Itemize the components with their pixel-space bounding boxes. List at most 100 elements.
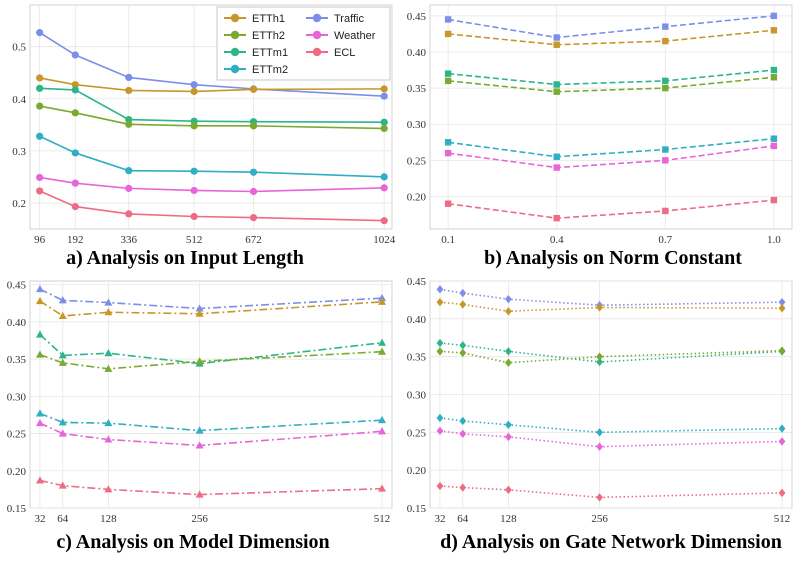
legend-label-ettm1: ETTm1 (252, 47, 288, 59)
data-point-weather (662, 157, 669, 164)
x-tick-label: 64 (457, 513, 469, 525)
data-point-ettm2 (444, 139, 452, 146)
data-point-ettm2 (778, 424, 786, 433)
data-point-traffic (436, 285, 444, 294)
panel-3: 0.15 0.20 0.25 0.30 0.35 0.40 0.45 32 64 128 256 51… (7, 280, 393, 553)
data-point-traffic (58, 296, 67, 304)
legend-swatch-marker (312, 30, 322, 40)
data-point-etth1 (504, 307, 512, 316)
data-point-traffic (504, 294, 512, 304)
series-line-ettm2 (447, 137, 774, 158)
data-point-ettm1 (662, 77, 669, 85)
data-point-ecl (58, 481, 67, 489)
series-line-etth1 (39, 300, 383, 317)
data-point-etth2 (662, 84, 669, 92)
y-tick-label: 0.15 (407, 503, 427, 515)
data-point-ettm1 (35, 330, 44, 338)
data-point-weather (195, 441, 204, 449)
y-tick-label: 0.15 (7, 503, 27, 515)
y-tick-label: 0.3 (12, 146, 26, 158)
x-tick-label: 672 (245, 234, 262, 246)
data-point-weather (380, 184, 388, 192)
y-tick-label: 0.40 (7, 317, 27, 329)
y-tick-label: 0.40 (407, 47, 427, 59)
y-tick-label: 0.35 (7, 354, 27, 366)
y-tick-label: 0.35 (407, 352, 427, 364)
data-point-etth1 (444, 30, 452, 38)
legend-label-ecl: ECL (334, 47, 355, 59)
data-point-traffic (378, 293, 387, 302)
data-point-ecl (35, 476, 44, 484)
x-tick-label: 512 (186, 234, 203, 246)
data-point-ettm2 (380, 173, 388, 181)
data-point-ettm2 (104, 418, 113, 427)
panel-caption: d) Analysis on Gate Network Dimension (440, 531, 782, 553)
data-point-ecl (504, 485, 512, 495)
panel-caption: b) Analysis on Norm Constant (484, 247, 742, 269)
data-point-ettm1 (770, 66, 778, 74)
data-point-etth2 (36, 102, 44, 110)
data-point-etth2 (444, 77, 452, 85)
series-line-etth1 (448, 29, 774, 46)
data-point-etth1 (104, 308, 113, 316)
y-tick-label: 0.30 (407, 119, 427, 131)
data-point-weather (436, 426, 444, 436)
data-point-traffic (380, 92, 388, 100)
legend-label-ettm2: ETTm2 (252, 64, 288, 76)
data-point-ettm1 (36, 84, 44, 92)
data-point-ecl (195, 490, 204, 498)
y-tick-label: 0.25 (407, 155, 427, 167)
series-line-traffic (447, 15, 774, 39)
series-line-ettm1 (39, 87, 385, 124)
panel-4: 0.15 0.20 0.25 0.30 0.35 0.40 0.45 32 64 128 256 51… (407, 276, 793, 553)
y-tick-label: 0.45 (407, 11, 427, 23)
panel-caption: a) Analysis on Input Length (66, 247, 304, 269)
series-line-etth1 (39, 77, 385, 93)
data-point-ettm2 (504, 420, 512, 429)
data-point-ecl (125, 210, 133, 218)
data-point-etth2 (104, 364, 113, 372)
data-point-ettm2 (71, 149, 79, 157)
legend-swatch-marker (312, 47, 322, 57)
data-point-ettm2 (36, 132, 44, 140)
x-tick-label: 128 (100, 513, 117, 525)
data-point-etth1 (662, 37, 669, 45)
legend-swatch-marker (312, 13, 322, 23)
legend-swatch-marker (230, 13, 240, 23)
data-point-etth1 (553, 41, 560, 48)
data-point-etth1 (459, 300, 467, 309)
data-point-etth2 (380, 124, 388, 133)
data-point-weather (190, 186, 198, 195)
data-point-ettm1 (378, 338, 387, 346)
x-tick-label: 64 (57, 513, 69, 525)
plot-area (429, 4, 793, 230)
data-point-weather (459, 429, 467, 439)
data-point-etth1 (436, 297, 444, 307)
panel-1: 0.2 0.3 0.4 0.5 96 192 336 512 672 1024 a) Analysi… (12, 4, 396, 269)
data-point-etth2 (770, 74, 778, 81)
series-line-weather (447, 145, 775, 169)
legend-swatch-marker (230, 30, 240, 40)
data-point-etth1 (125, 86, 133, 95)
data-point-traffic (459, 288, 467, 298)
data-point-traffic (104, 298, 113, 306)
data-point-traffic (195, 304, 204, 312)
series-line-etth2 (448, 76, 774, 93)
series-line-etth2 (39, 105, 385, 130)
legend-label-traffic: Traffic (334, 13, 364, 25)
data-point-weather (770, 142, 778, 150)
legend-swatch-marker (230, 47, 240, 57)
data-point-ettm1 (71, 86, 79, 94)
data-point-ettm1 (596, 357, 603, 367)
data-point-etth1 (36, 74, 44, 82)
data-point-etth1 (58, 311, 67, 319)
data-point-ettm2 (553, 153, 560, 160)
data-point-etth2 (459, 348, 467, 358)
data-point-weather (104, 435, 113, 443)
data-point-weather (35, 418, 44, 427)
data-point-ecl (378, 484, 387, 492)
data-point-ettm2 (35, 409, 44, 417)
data-point-ettm2 (378, 415, 387, 424)
legend-box (216, 6, 391, 81)
data-point-weather (378, 427, 387, 435)
